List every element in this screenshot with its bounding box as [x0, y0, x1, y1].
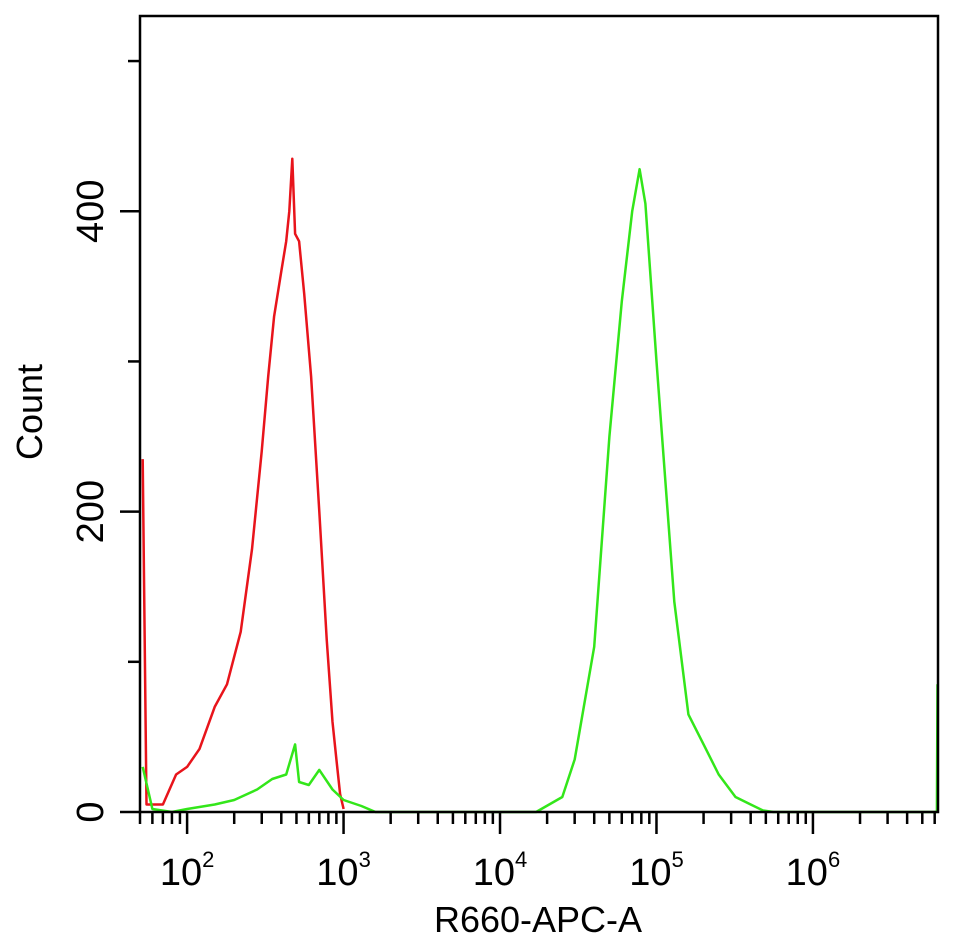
series-line-1: [141, 157, 345, 810]
series-line-2: [141, 167, 939, 814]
y-axis-title: Count: [9, 364, 50, 460]
x-tick-label-2: 102: [160, 847, 215, 894]
y-tick-label-0: 0: [70, 801, 112, 822]
x-tick-label-5: 105: [629, 847, 684, 894]
plot-frame: [138, 14, 940, 814]
x-axis-title: R660-APC-A: [434, 899, 642, 940]
y-tick-label-400: 400: [70, 180, 112, 243]
x-tick-label-4: 104: [473, 847, 528, 894]
y-tick-label-200: 200: [70, 480, 112, 543]
plot-area: 0 200 400 102 103 104 105 106: [70, 14, 940, 894]
x-tick-label-6: 106: [786, 847, 841, 894]
x-tick-label-3: 103: [316, 847, 371, 894]
